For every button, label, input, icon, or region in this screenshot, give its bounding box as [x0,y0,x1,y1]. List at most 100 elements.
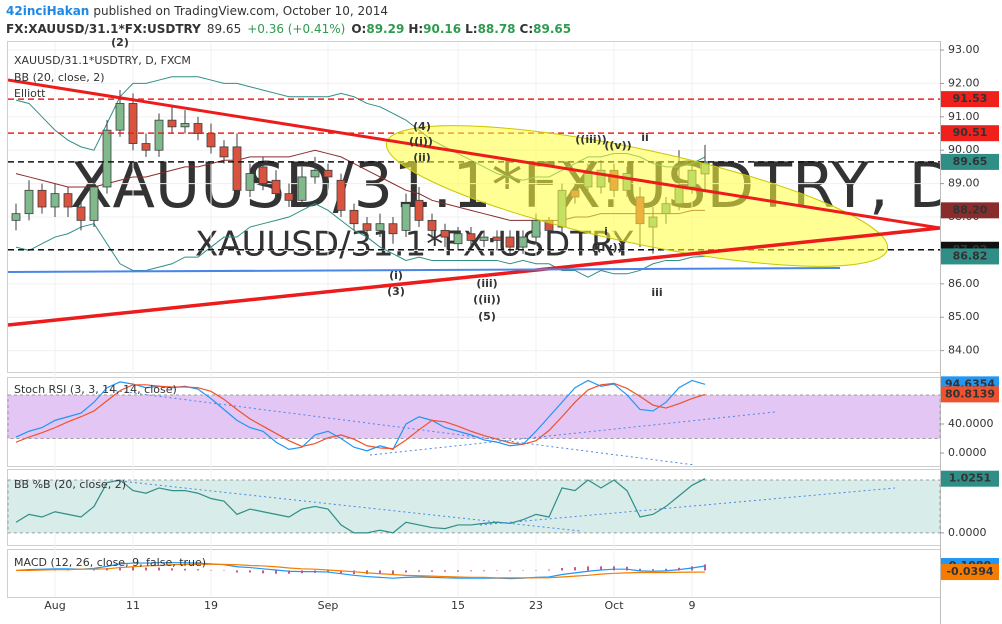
y-tick-label: 0.0000 [948,526,987,539]
author[interactable]: 42inciHakan [6,4,89,18]
y-tick-label: 0.0000 [948,446,987,459]
wave-label: iii [651,286,662,299]
support-line[interactable] [8,267,841,273]
candle-body [505,236,515,248]
field-value: 88.78 [478,22,516,36]
histogram-bar [561,567,563,571]
candle-body [89,186,99,221]
histogram-bar [340,570,342,574]
x-tick-label: 15 [451,599,465,612]
candle-body [323,169,333,178]
histogram-bar [262,570,264,574]
candle-body [310,169,320,178]
trend-line[interactable] [8,78,940,230]
histogram-bar [327,570,329,573]
candle-body [297,176,307,201]
histogram-bar [418,570,420,572]
histogram-bar [574,567,576,571]
candle-body [219,146,229,158]
price-label: 86.82 [953,249,988,262]
price-label: 88.20 [953,203,988,216]
histogram-bar [275,570,277,574]
candle-body [63,193,73,208]
histogram-bar [639,568,641,571]
wave-label: (iii) [476,277,497,290]
wave-label: (2) [111,36,129,49]
wave-label: i [604,225,608,238]
trend-line[interactable] [119,480,581,532]
histogram-bar [353,570,355,575]
price-label-bg [941,202,999,219]
histogram-bar [665,568,667,571]
last-price: 89.65 [207,22,241,36]
indicator-line [16,563,706,579]
wave-label: ii [641,131,649,144]
field-value: 89.29 [366,22,404,36]
histogram-bar [236,570,238,573]
x-tick-label: Sep [318,599,339,612]
x-tick-label: 9 [689,599,696,612]
elliott-labels: (2) (4) ((i)) (ii) (i) (3) (iii) ((ii)) … [111,36,663,323]
wave-label: (5) [478,310,496,323]
field-label: C: [520,22,534,36]
y-tick-label: 40.0000 [948,417,994,430]
histogram-bar [197,569,199,571]
bb-lower [15,203,706,278]
price-label-bg [941,386,999,403]
histogram-bar [483,570,485,572]
candle-body [24,189,34,215]
candle-body [180,123,190,128]
price-label: 89.65 [953,155,988,168]
y-tick-label: 85.00 [948,310,980,323]
candle-body [50,193,60,208]
histogram-bar [600,566,602,571]
histogram-bar [249,570,251,573]
published-line: 42inciHakan published on TradingView.com,… [6,4,388,18]
candle-body [336,179,346,211]
indicator-drawings [109,389,896,532]
field-label: L: [465,22,477,36]
candle-body [154,119,164,151]
price-label-bg [941,248,999,265]
wave-label: ((i)) [409,135,433,148]
histogram-bar [457,570,459,572]
histogram-bar [366,570,368,575]
candle-body [141,143,151,151]
candle-body [232,146,242,191]
price-label-bg [941,470,999,487]
candle-body [206,133,216,148]
histogram-bar [93,569,95,571]
histogram-bar [704,564,706,571]
price-label-bg [941,153,999,170]
price-label-bg [941,564,999,581]
change: +0.36 (+0.41%) [247,22,345,36]
indicator-line [15,478,706,534]
candle-body [115,103,125,131]
candle-body [518,236,528,248]
histogram-bar [119,566,121,571]
x-tick-label: 11 [126,599,140,612]
histogram-bar [405,570,407,573]
y-tick-label: 89.00 [948,177,980,190]
candle-body [37,189,47,208]
indicator-band [7,394,941,440]
price-label: 91.53 [953,92,988,105]
histogram-bar [548,569,550,571]
histogram-bar [470,570,472,572]
quote-line: FX:XAUUSD/31.1*FX:USDTRY 89.65 +0.36 (+0.4… [6,22,571,36]
legend-item: Elliott [14,87,46,100]
candle-body [440,229,450,238]
wave-label: (i) [389,269,403,282]
price-label: 1.0251 [949,472,991,485]
candle-body [11,213,21,221]
candle-body [362,223,372,231]
histogram-bar [145,567,147,571]
y-tick-label: 92.00 [948,76,980,89]
histogram-bar [158,567,160,571]
field-value: 90.16 [423,22,461,36]
trend-line[interactable] [109,389,696,466]
trend-line[interactable] [8,226,940,327]
field-value: 89.65 [533,22,571,36]
